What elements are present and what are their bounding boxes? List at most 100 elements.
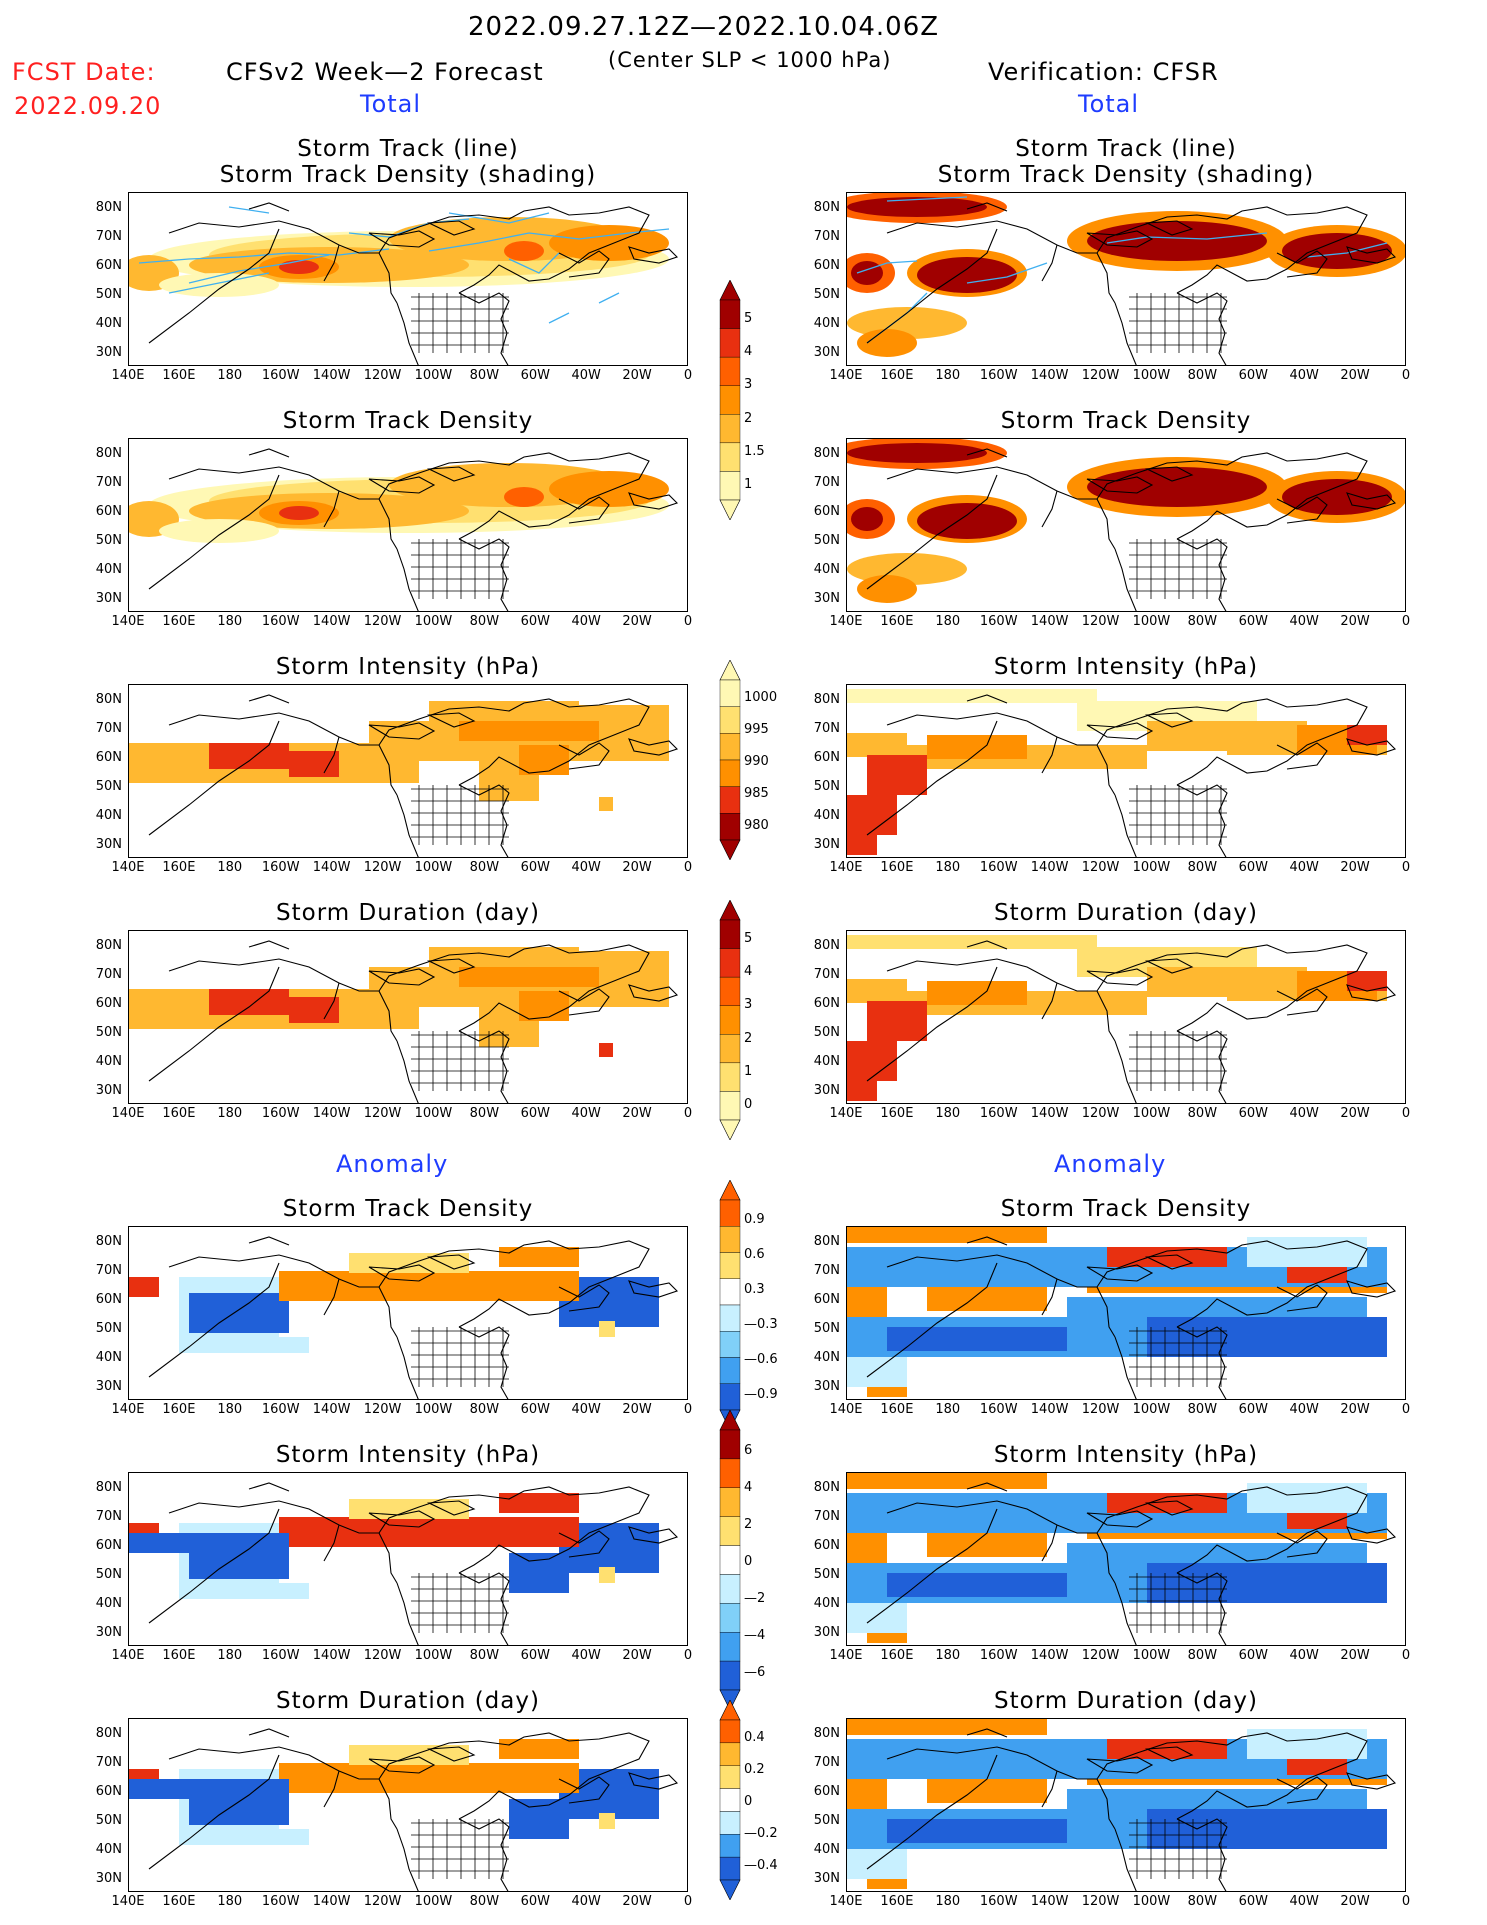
lon-label: 0: [683, 1648, 693, 1663]
colorbar-label: 0.6: [744, 1246, 765, 1262]
lat-label: 80N: [95, 938, 122, 953]
lon-label: 160E: [880, 1894, 914, 1909]
lon-label: 160E: [880, 614, 914, 629]
lat-label: 70N: [813, 475, 840, 490]
lon-label: 80W: [469, 1402, 500, 1417]
lon-label: 120W: [363, 1106, 402, 1121]
lat-label: 80N: [813, 938, 840, 953]
lon-label: 40W: [1289, 1106, 1319, 1121]
lon-label: 180: [935, 368, 961, 383]
map-panel: [846, 684, 1406, 858]
map-panel: [128, 684, 688, 858]
lat-label: 70N: [95, 721, 122, 736]
lat-label: 60N: [95, 1292, 122, 1307]
lat-label: 30N: [95, 1083, 122, 1098]
lon-label: 20W: [1340, 368, 1370, 383]
right-model-title: Verification: CFSR: [988, 58, 1219, 86]
map-panel: [846, 1226, 1406, 1400]
map-panel: [846, 1718, 1406, 1892]
lat-label: 40N: [95, 1596, 122, 1611]
lat-label: 80N: [813, 446, 840, 461]
lon-label: 140E: [111, 1894, 145, 1909]
lon-label: 140E: [829, 1402, 863, 1417]
lon-label: 120W: [1081, 1402, 1120, 1417]
colorbar-label: 1: [744, 1064, 753, 1079]
lon-label: 160W: [979, 860, 1018, 875]
lon-label: 60W: [520, 1106, 550, 1121]
right-total-label: Total: [1078, 90, 1140, 118]
fcst-date-value: 2022.09.20: [14, 92, 162, 120]
lat-label: 70N: [813, 1509, 840, 1524]
panel-title: Storm Duration (day): [994, 1688, 1258, 1714]
lon-label: 100W: [1132, 1402, 1171, 1417]
colorbar-label: —0.3: [744, 1316, 778, 1332]
lon-label: 60W: [1238, 1106, 1268, 1121]
lon-label: 40W: [1289, 1402, 1319, 1417]
lon-label: 20W: [622, 614, 652, 629]
lon-label: 140W: [1030, 1402, 1069, 1417]
lon-label: 120W: [1081, 614, 1120, 629]
lon-label: 180: [217, 1106, 243, 1121]
lat-label: 80N: [95, 1480, 122, 1495]
panel-title: Storm Track Density (shading): [937, 162, 1315, 188]
lon-label: 160E: [162, 860, 196, 875]
lon-label: 140E: [829, 1106, 863, 1121]
lat-label: 40N: [95, 316, 122, 331]
map-panel: [846, 1472, 1406, 1646]
lon-label: 40W: [571, 1106, 601, 1121]
lon-label: 180: [217, 614, 243, 629]
lon-label: 60W: [520, 1402, 550, 1417]
panel-title: Storm Intensity (hPa): [993, 654, 1259, 680]
lat-label: 70N: [813, 721, 840, 736]
lon-label: 80W: [1187, 860, 1218, 875]
lon-label: 140W: [1030, 860, 1069, 875]
map-panel: [846, 930, 1406, 1104]
lon-label: 40W: [571, 860, 601, 875]
lon-label: 120W: [1081, 860, 1120, 875]
lon-label: 160E: [162, 1106, 196, 1121]
lat-label: 40N: [813, 1842, 840, 1857]
lon-label: 160W: [261, 1894, 300, 1909]
colorbar-label: —6: [744, 1665, 766, 1681]
fcst-date-label: FCST Date:: [12, 58, 156, 86]
lat-label: 60N: [95, 504, 122, 519]
lon-label: 40W: [1289, 1894, 1319, 1909]
lon-label: 0: [683, 1106, 693, 1121]
lat-label: 30N: [95, 1625, 122, 1640]
colorbar-label: —0.2: [744, 1826, 778, 1841]
lon-label: 160W: [261, 1648, 300, 1663]
lat-label: 40N: [95, 1350, 122, 1365]
lon-label: 100W: [1132, 368, 1171, 383]
colorbar-label: 0.9: [744, 1211, 765, 1227]
left-total-label: Total: [360, 90, 422, 118]
lon-label: 20W: [622, 1106, 652, 1121]
lon-label: 120W: [363, 1648, 402, 1663]
lon-label: 140E: [111, 860, 145, 875]
lon-label: 140E: [111, 1106, 145, 1121]
lat-label: 70N: [95, 475, 122, 490]
lon-label: 20W: [1340, 1894, 1370, 1909]
colorbar-label: 3: [744, 377, 753, 393]
lon-label: 100W: [1132, 1894, 1171, 1909]
lon-label: 180: [217, 1894, 243, 1909]
panel-title: Storm Track (line): [1015, 136, 1237, 162]
lon-label: 120W: [363, 1894, 402, 1909]
lon-label: 120W: [1081, 1648, 1120, 1663]
lat-label: 70N: [813, 1755, 840, 1770]
lat-label: 60N: [813, 258, 840, 273]
lon-label: 180: [935, 1106, 961, 1121]
lat-label: 80N: [95, 446, 122, 461]
lon-label: 120W: [363, 1402, 402, 1417]
lat-label: 50N: [813, 287, 840, 302]
lon-label: 160E: [162, 1648, 196, 1663]
lon-label: 160W: [979, 1402, 1018, 1417]
lon-label: 140E: [111, 1402, 145, 1417]
lat-label: 40N: [813, 808, 840, 823]
map-panel: [128, 1226, 688, 1400]
lon-label: 160E: [162, 1894, 196, 1909]
lon-label: 100W: [1132, 860, 1171, 875]
lon-label: 100W: [1132, 1106, 1171, 1121]
map-panel: [128, 930, 688, 1104]
map-panel: [128, 1718, 688, 1892]
lon-label: 160W: [261, 614, 300, 629]
